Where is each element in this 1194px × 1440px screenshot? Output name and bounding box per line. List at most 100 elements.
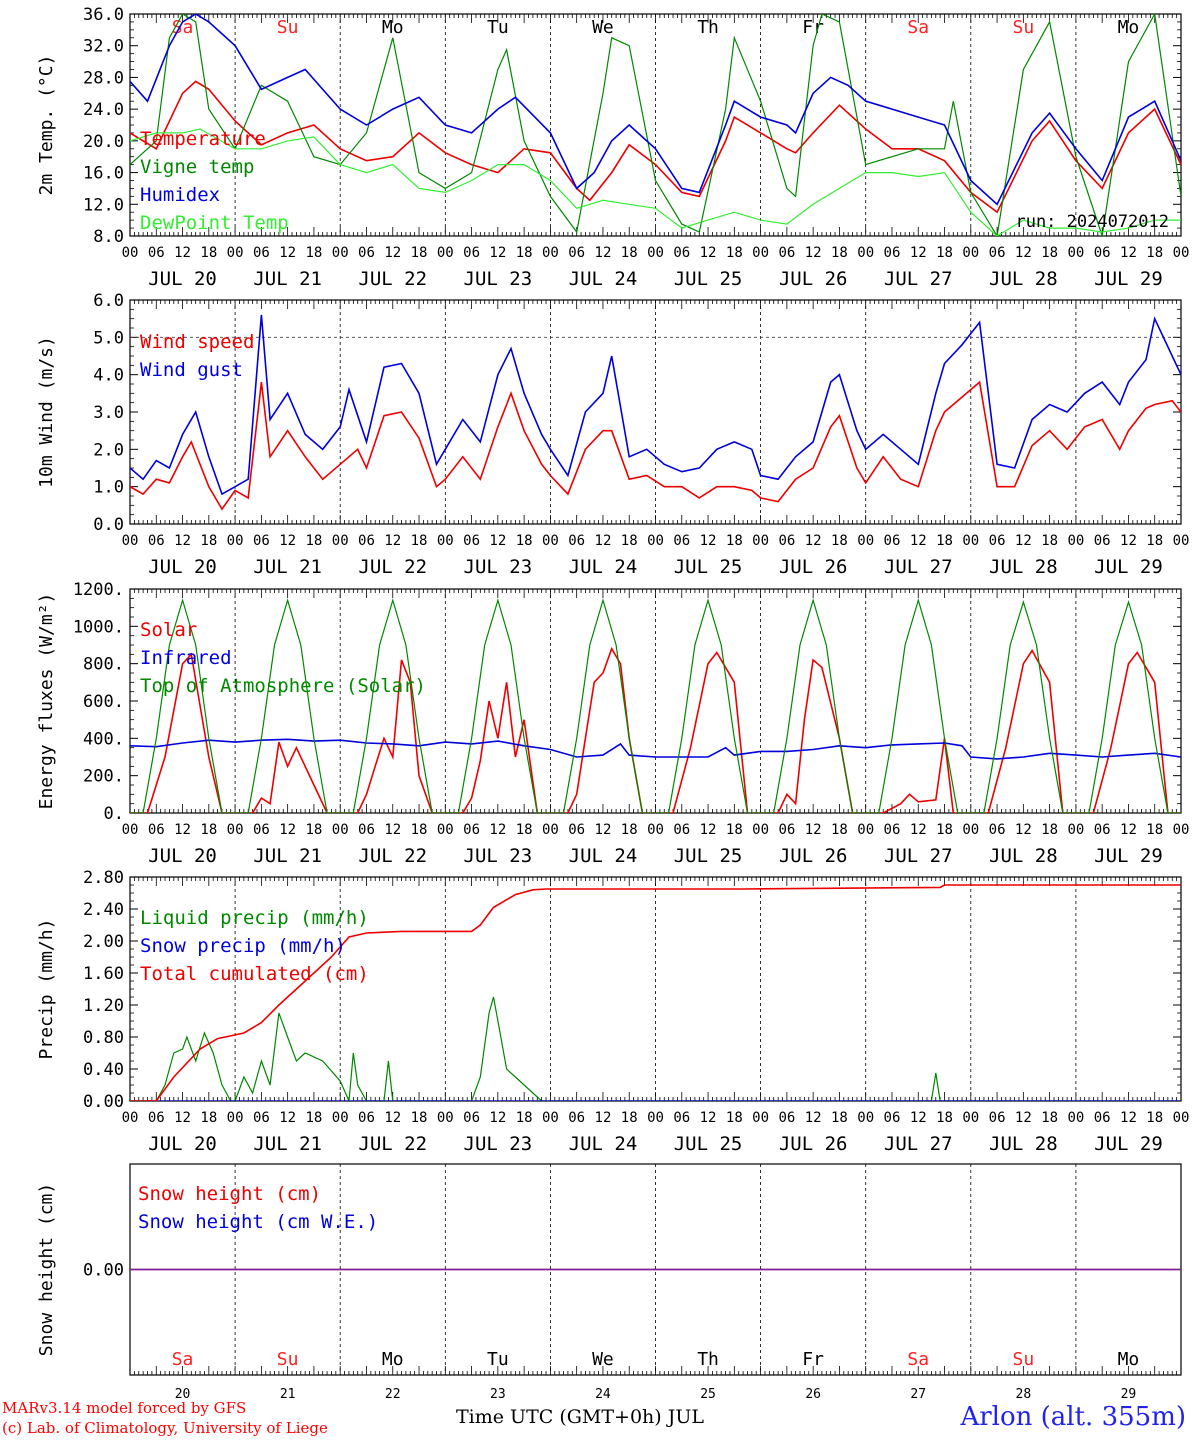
panel-3: 0. 200. 400. 600. 800. 1000. 1200. Energy fluxe… xyxy=(36,580,1189,867)
y-tick-label: 1000. xyxy=(73,617,124,637)
hour-tick-label: 06 xyxy=(989,533,1006,549)
day-label: JUL 23 xyxy=(464,556,533,578)
panel-1: 8.0 12.0 16.0 20.0 24.0 28.0 32.0 36.0 2m Temp. … xyxy=(36,5,1189,290)
hour-tick-label: 00 xyxy=(962,533,979,549)
hour-tick-label: 12 xyxy=(279,822,296,838)
day-number-label: 22 xyxy=(385,1387,401,1402)
day-label: JUL 24 xyxy=(569,845,638,867)
hour-tick-label: 06 xyxy=(358,533,375,549)
hour-tick-label: 06 xyxy=(253,822,270,838)
hour-tick-label: 06 xyxy=(884,1110,901,1126)
hour-tick-label: 12 xyxy=(700,533,717,549)
y-tick-label: 2.40 xyxy=(83,900,124,920)
hour-tick-label: 06 xyxy=(673,533,690,549)
hour-tick-label: 06 xyxy=(358,1110,375,1126)
hour-tick-label: 00 xyxy=(1067,533,1084,549)
hour-tick-label: 00 xyxy=(647,1110,664,1126)
hour-tick-label: 12 xyxy=(1015,533,1032,549)
y-tick-label: 2.00 xyxy=(83,932,124,952)
hour-tick-label: 12 xyxy=(1015,1110,1032,1126)
day-number-label: 29 xyxy=(1121,1387,1137,1402)
day-label: JUL 26 xyxy=(779,845,848,867)
y-axis-label: Precip (mm/h) xyxy=(36,919,57,1060)
hour-tick-label: 00 xyxy=(122,245,139,261)
hour-tick-label: 06 xyxy=(148,245,165,261)
day-label: JUL 26 xyxy=(779,556,848,578)
weekday-label: Mo xyxy=(1118,17,1140,38)
hour-tick-label: 06 xyxy=(253,533,270,549)
y-tick-label: 0.00 xyxy=(83,1092,124,1112)
hour-tick-label: 18 xyxy=(200,245,217,261)
day-label: JUL 21 xyxy=(253,556,322,578)
hour-tick-label: 00 xyxy=(647,245,664,261)
hour-tick-label: 18 xyxy=(936,822,953,838)
day-label: JUL 28 xyxy=(989,1133,1058,1155)
hour-tick-label: 18 xyxy=(936,1110,953,1126)
day-label: JUL 27 xyxy=(884,1133,953,1155)
hour-tick-label: 12 xyxy=(384,533,401,549)
day-label: JUL 22 xyxy=(358,1133,427,1155)
day-label: JUL 20 xyxy=(148,845,217,867)
hour-tick-label: 18 xyxy=(831,245,848,261)
day-label: JUL 25 xyxy=(674,556,743,578)
hour-tick-label: 00 xyxy=(857,1110,874,1126)
day-label: JUL 23 xyxy=(464,1133,533,1155)
hour-tick-label: 06 xyxy=(358,245,375,261)
day-label: JUL 28 xyxy=(989,556,1058,578)
hour-tick-label: 12 xyxy=(489,822,506,838)
hour-tick-label: 00 xyxy=(857,245,874,261)
legend-entry: Snow precip (mm/h) xyxy=(140,935,346,957)
hour-tick-label: 06 xyxy=(778,1110,795,1126)
day-label: JUL 22 xyxy=(358,845,427,867)
hour-tick-label: 18 xyxy=(516,245,533,261)
y-tick-label: 2.80 xyxy=(83,868,124,888)
panel-4: 0.00 0.40 0.80 1.20 1.60 2.00 2.40 2.80 Precip (… xyxy=(36,868,1189,1155)
y-tick-label: 16.0 xyxy=(83,164,124,184)
y-tick-label: 8.0 xyxy=(93,227,124,247)
hour-tick-label: 06 xyxy=(673,822,690,838)
hour-tick-label: 18 xyxy=(305,533,322,549)
hour-tick-label: 00 xyxy=(647,533,664,549)
hour-tick-label: 00 xyxy=(332,533,349,549)
weekday-label: Su xyxy=(277,1349,299,1370)
legend-entry: Wind gust xyxy=(140,359,243,381)
run-label: run: 2024072012 xyxy=(1015,212,1169,232)
hour-tick-label: 12 xyxy=(174,822,191,838)
hour-tick-label: 18 xyxy=(305,1110,322,1126)
hour-tick-label: 18 xyxy=(200,1110,217,1126)
day-number-label: 23 xyxy=(490,1387,506,1402)
y-tick-label: 1200. xyxy=(73,580,124,600)
day-number-label: 25 xyxy=(700,1387,716,1402)
hour-tick-label: 18 xyxy=(305,245,322,261)
day-label: JUL 29 xyxy=(1094,845,1163,867)
y-axis-label: 2m Temp. (°C) xyxy=(36,55,57,196)
y-tick-label: 4.0 xyxy=(93,366,124,386)
hour-tick-label: 12 xyxy=(1120,245,1137,261)
day-number-label: 26 xyxy=(805,1387,821,1402)
hour-tick-label: 18 xyxy=(305,822,322,838)
hour-tick-label: 06 xyxy=(1094,533,1111,549)
hour-tick-label: 12 xyxy=(595,533,612,549)
hour-tick-label: 06 xyxy=(778,533,795,549)
hour-tick-label: 00 xyxy=(437,245,454,261)
hour-tick-label: 06 xyxy=(568,1110,585,1126)
credit-line-2: (c) Lab. of Climatology, University of L… xyxy=(2,1419,328,1437)
hour-tick-label: 18 xyxy=(621,822,638,838)
day-label: JUL 27 xyxy=(884,268,953,290)
weekday-label: We xyxy=(592,17,614,38)
hour-tick-label: 12 xyxy=(489,245,506,261)
series-line-temperature xyxy=(130,80,1181,214)
hour-tick-label: 12 xyxy=(174,1110,191,1126)
hour-tick-label: 00 xyxy=(1067,1110,1084,1126)
hour-tick-label: 00 xyxy=(1067,822,1084,838)
credit-line-1: MARv3.14 model forced by GFS xyxy=(2,1399,247,1417)
y-tick-label: 32.0 xyxy=(83,37,124,57)
y-tick-label: 600. xyxy=(83,692,124,712)
legend-entry: Humidex xyxy=(140,184,220,206)
panel-5: 0.00 Snow height (cm) Sa Su Mo Tu We Th Fr Sa Su Mo… xyxy=(36,1163,1182,1402)
hour-tick-label: 00 xyxy=(962,822,979,838)
legend-entry: Top of Atmosphere (Solar) xyxy=(140,675,426,697)
series-line-wind-gust xyxy=(130,314,1181,496)
y-tick-label: 36.0 xyxy=(83,5,124,25)
hour-tick-label: 00 xyxy=(227,822,244,838)
